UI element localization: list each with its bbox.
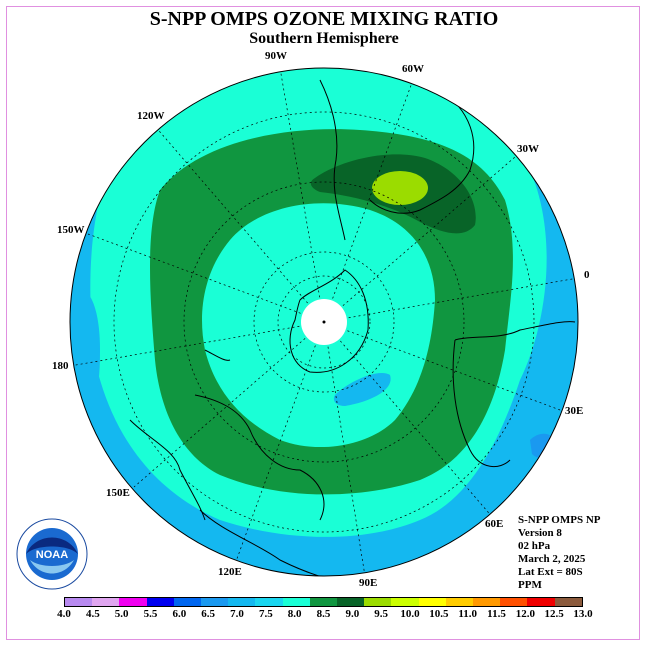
- image-frame: [6, 6, 640, 640]
- coastlines: [129, 79, 576, 576]
- colorbar-tick-label: 6.0: [172, 608, 187, 620]
- colorbar-swatch: [255, 598, 283, 606]
- colorbar-swatch: [554, 598, 582, 606]
- colorbar-tick-label: 4.0: [57, 608, 71, 620]
- lon-label-60e: 60E: [485, 518, 504, 530]
- graticule: [70, 68, 578, 576]
- lon-label-90e: 90E: [359, 577, 378, 589]
- colorbar-swatch: [527, 598, 555, 606]
- info-lat-extent: Lat Ext = 80S: [518, 566, 583, 578]
- colorbar-tick-label: 4.5: [85, 608, 100, 620]
- colorbar-tick-label: 5.5: [143, 608, 158, 620]
- logo-text: NOAA: [36, 549, 68, 561]
- lon-label-30w: 30W: [517, 143, 539, 155]
- info-date: March 2, 2025: [518, 553, 586, 565]
- map-subtitle: Southern Hemisphere: [249, 30, 399, 47]
- lon-label-180: 180: [52, 360, 69, 372]
- colorbar: [64, 597, 583, 607]
- field-9.0-9.5: [372, 171, 428, 205]
- lon-label-120w: 120W: [137, 110, 165, 122]
- colorbar-swatch: [65, 598, 93, 606]
- field-6.5-7.0: [530, 433, 556, 459]
- colorbar-swatch: [337, 598, 365, 606]
- colorbar-swatch: [173, 598, 202, 606]
- colorbar-tick-label: 6.5: [201, 608, 216, 620]
- colorbar-swatch: [201, 598, 229, 606]
- lon-label-150e: 150E: [106, 487, 130, 499]
- field-7.0-7.5-south: [333, 372, 391, 406]
- colorbar-swatch: [500, 598, 528, 606]
- lon-label-0: 0: [584, 269, 590, 281]
- colorbar-tick-label: 11.5: [487, 608, 506, 620]
- colorbar-tick-label: 13.0: [573, 608, 593, 620]
- field-7.0-7.5-west: [70, 288, 100, 420]
- colorbar-tick-label: 8.5: [316, 608, 331, 620]
- colorbar-swatch: [473, 598, 501, 606]
- info-unit: PPM: [518, 579, 542, 591]
- colorbar-swatch: [309, 598, 338, 606]
- colorbar-swatch: [119, 598, 147, 606]
- colorbar-swatch: [418, 598, 446, 606]
- colorbar-swatch: [445, 598, 474, 606]
- map-border: [69, 67, 579, 577]
- colorbar-tick-label: 9.0: [345, 608, 360, 620]
- lon-label-150w: 150W: [57, 224, 85, 236]
- colorbar-tick-label: 7.0: [230, 608, 244, 620]
- colorbar-swatch: [92, 598, 120, 606]
- colorbar-tick-label: 5.0: [114, 608, 129, 620]
- map-title: S-NPP OMPS OZONE MIXING RATIO: [149, 8, 499, 30]
- colorbar-swatch: [282, 598, 310, 606]
- colorbar-tick-label: 8.0: [287, 608, 302, 620]
- colorbar-swatch: [146, 598, 174, 606]
- colorbar-tick-label: 12.5: [544, 608, 564, 620]
- lon-label-30e: 30E: [565, 405, 584, 417]
- colorbar-tick-label: 12.0: [515, 608, 535, 620]
- colorbar-ticks: 4.0 4.5 5.0 5.5 6.0 6.5 7.0 7.5 8.0 8.5 9.0 9.5 10.0…: [57, 608, 593, 622]
- lon-label-90w: 90W: [265, 50, 287, 62]
- noaa-logo: NOAA: [16, 518, 88, 590]
- colorbar-tick-label: 11.0: [458, 608, 477, 620]
- info-version: Version 8: [518, 527, 562, 539]
- colorbar-swatch: [228, 598, 256, 606]
- colorbar-swatch: [391, 598, 419, 606]
- info-instrument: S-NPP OMPS NP: [518, 514, 601, 526]
- lon-label-60w: 60W: [402, 63, 424, 75]
- colorbar-tick-label: 10.5: [429, 608, 449, 620]
- lon-label-120e: 120E: [218, 566, 242, 578]
- colorbar-tick-label: 9.5: [374, 608, 389, 620]
- info-pressure: 02 hPa: [518, 540, 551, 552]
- colorbar-tick-label: 10.0: [400, 608, 420, 620]
- info-block: S-NPP OMPS NP Version 8 02 hPa March 2, …: [518, 514, 601, 592]
- colorbar-tick-label: 7.5: [258, 608, 273, 620]
- colorbar-swatch: [364, 598, 392, 606]
